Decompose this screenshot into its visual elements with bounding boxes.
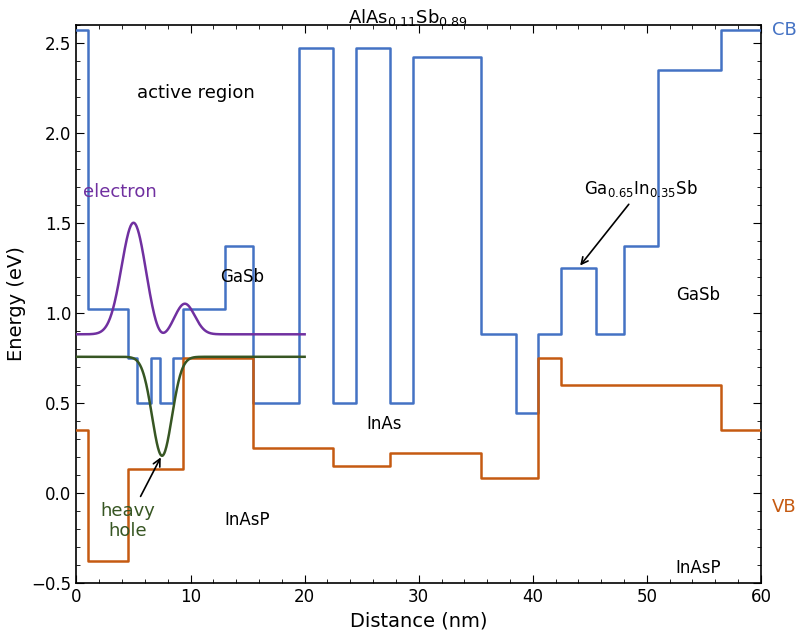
- Text: Ga$_{0.65}$In$_{0.35}$Sb: Ga$_{0.65}$In$_{0.35}$Sb: [581, 178, 697, 264]
- Text: electron: electron: [83, 183, 156, 201]
- Text: GaSb: GaSb: [220, 268, 264, 286]
- Text: GaSb: GaSb: [675, 286, 719, 304]
- Text: VB: VB: [772, 498, 796, 516]
- Text: InAs: InAs: [367, 415, 402, 433]
- X-axis label: Distance (nm): Distance (nm): [350, 611, 487, 630]
- Text: heavy
hole: heavy hole: [100, 459, 160, 540]
- Text: InAsP: InAsP: [225, 511, 270, 529]
- Text: AlAs$_{0.11}$Sb$_{0.89}$: AlAs$_{0.11}$Sb$_{0.89}$: [347, 8, 467, 29]
- Text: CB: CB: [772, 21, 796, 39]
- Y-axis label: Energy (eV): Energy (eV): [7, 247, 26, 361]
- Text: InAsP: InAsP: [674, 559, 720, 577]
- Text: active region: active region: [137, 84, 255, 102]
